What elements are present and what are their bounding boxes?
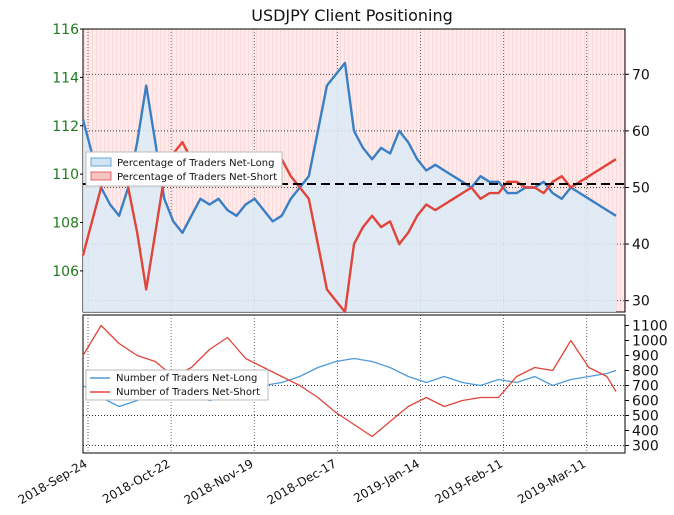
legend-swatch-net-short xyxy=(90,171,112,181)
x-tick-label: 2019-Feb-11 xyxy=(433,456,506,506)
upper-legend-box xyxy=(85,151,283,187)
chart-title: USDJPY Client Positioning xyxy=(251,6,453,25)
legend-label-net-short: Percentage of Traders Net-Short xyxy=(117,172,277,183)
left-tick-label: 108 xyxy=(52,216,79,232)
net-long-fill-area xyxy=(83,63,616,312)
lower-right-tick-label: 900 xyxy=(632,349,659,365)
legend-label-number-long: Number of Traders Net-Long xyxy=(116,373,257,384)
x-tick-label: 2019-Mar-11 xyxy=(515,456,588,506)
upper-legend: Percentage of Traders Net-Long Percentag… xyxy=(85,151,283,187)
lower-right-tick-label: 600 xyxy=(632,394,659,410)
right-tick-label: 70 xyxy=(632,67,650,83)
lower-legend-box xyxy=(85,369,269,401)
lower-right-tick-label: 300 xyxy=(632,439,659,455)
left-tick-label: 112 xyxy=(52,119,79,135)
left-tick-label: 114 xyxy=(52,70,79,86)
left-axis-ticks: 116 114 112 110 108 106 xyxy=(52,22,83,280)
upper-panel: 116 114 112 110 108 106 70 60 50 40 30 Percentage… xyxy=(52,22,650,314)
lower-right-tick-label: 700 xyxy=(632,379,659,395)
right-tick-label: 30 xyxy=(632,294,650,310)
legend-swatch-net-long xyxy=(90,157,112,167)
legend-label-number-short: Number of Traders Net-Short xyxy=(116,387,260,398)
lower-right-tick-label: 1000 xyxy=(632,334,668,350)
lower-legend: Number of Traders Net-Long Number of Tra… xyxy=(85,369,269,401)
left-tick-label: 110 xyxy=(52,167,79,183)
right-tick-label: 40 xyxy=(632,237,650,253)
right-tick-label: 50 xyxy=(632,180,650,196)
x-tick-label: 2018-Dec-17 xyxy=(265,456,339,507)
lower-right-tick-label: 500 xyxy=(632,409,659,425)
right-tick-label: 60 xyxy=(632,124,650,140)
x-tick-label: 2019-Jan-14 xyxy=(351,456,422,505)
x-tick-label: 2018-Sep-24 xyxy=(16,456,90,507)
right-axis-ticks: 70 60 50 40 30 xyxy=(625,67,650,310)
left-tick-label: 116 xyxy=(52,22,79,38)
x-axis-ticks: 2018-Sep-24 2018-Oct-22 2018-Nov-19 2018-De… xyxy=(16,456,589,507)
lower-right-tick-label: 400 xyxy=(632,424,659,440)
lower-right-tick-label: 800 xyxy=(632,364,659,380)
left-tick-label: 106 xyxy=(52,264,79,280)
x-tick-label: 2018-Oct-22 xyxy=(100,456,172,506)
x-tick-label: 2018-Nov-19 xyxy=(182,456,256,507)
lower-right-tick-label: 1100 xyxy=(632,319,668,335)
legend-label-net-long: Percentage of Traders Net-Long xyxy=(117,158,275,169)
